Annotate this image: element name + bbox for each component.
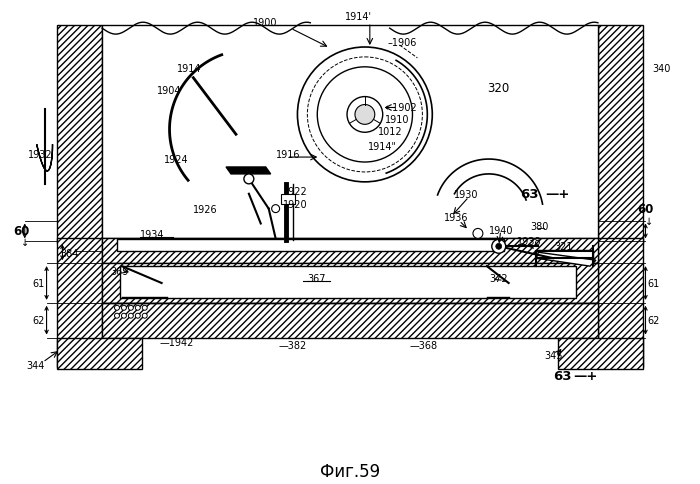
- Text: 1910: 1910: [385, 115, 410, 125]
- Text: 1936: 1936: [444, 212, 469, 222]
- Bar: [558, 338, 643, 369]
- Text: Фиг.59: Фиг.59: [320, 462, 380, 481]
- Bar: [598, 26, 643, 244]
- Circle shape: [492, 240, 505, 254]
- Text: —+: —+: [545, 188, 570, 201]
- Bar: [281, 195, 295, 204]
- Text: 344: 344: [27, 361, 45, 371]
- Bar: [57, 239, 102, 367]
- Text: 380: 380: [531, 222, 549, 232]
- Text: 1900: 1900: [253, 18, 277, 28]
- Circle shape: [473, 229, 483, 239]
- Bar: [102, 303, 598, 338]
- Text: ←1902: ←1902: [385, 103, 417, 113]
- Text: 1916: 1916: [276, 150, 300, 160]
- Text: 340: 340: [652, 64, 671, 74]
- Text: 62: 62: [648, 315, 660, 325]
- Text: 1938: 1938: [517, 237, 541, 247]
- Circle shape: [142, 314, 147, 318]
- Text: 1926: 1926: [193, 204, 218, 214]
- Text: ↓: ↓: [21, 238, 29, 248]
- Polygon shape: [226, 167, 271, 175]
- Bar: [598, 239, 643, 367]
- Circle shape: [121, 306, 127, 311]
- Circle shape: [355, 106, 374, 125]
- Text: 1922: 1922: [283, 186, 307, 197]
- Text: ↓: ↓: [645, 216, 654, 226]
- Text: 1904: 1904: [157, 86, 181, 95]
- Text: 384: 384: [60, 249, 79, 259]
- Polygon shape: [536, 253, 596, 267]
- Text: 1920: 1920: [283, 199, 307, 209]
- Bar: [117, 240, 504, 252]
- Circle shape: [135, 314, 140, 318]
- Circle shape: [128, 306, 133, 311]
- Bar: [102, 26, 598, 239]
- Text: –1906: –1906: [388, 38, 417, 48]
- Text: 61: 61: [648, 278, 659, 288]
- Text: 60: 60: [638, 203, 654, 216]
- Circle shape: [115, 314, 120, 318]
- Text: 372: 372: [489, 273, 508, 284]
- Circle shape: [347, 97, 383, 133]
- Text: 63: 63: [521, 188, 539, 201]
- Circle shape: [135, 306, 140, 311]
- Bar: [102, 264, 598, 303]
- Circle shape: [115, 306, 120, 311]
- Text: —1942: —1942: [160, 338, 194, 348]
- Text: 1940: 1940: [489, 226, 513, 236]
- Bar: [57, 338, 142, 369]
- Bar: [120, 267, 576, 298]
- Text: 345: 345: [545, 350, 563, 361]
- Text: 60: 60: [13, 225, 29, 238]
- Text: —382: —382: [279, 341, 307, 351]
- Text: —368: —368: [410, 341, 438, 351]
- Bar: [57, 26, 102, 244]
- Text: 320: 320: [486, 82, 509, 95]
- Text: 1012: 1012: [378, 127, 402, 137]
- Text: —+: —+: [573, 369, 598, 382]
- Polygon shape: [536, 251, 593, 258]
- Text: 1934: 1934: [140, 230, 164, 240]
- Text: 61: 61: [33, 278, 45, 288]
- Bar: [102, 239, 598, 264]
- Circle shape: [128, 314, 133, 318]
- Circle shape: [272, 205, 279, 213]
- Text: 1924: 1924: [164, 155, 188, 165]
- Circle shape: [142, 306, 147, 311]
- Text: 367: 367: [307, 273, 326, 284]
- Text: 63: 63: [553, 369, 572, 382]
- Text: 1914: 1914: [176, 64, 201, 74]
- Circle shape: [121, 314, 127, 318]
- Polygon shape: [36, 145, 52, 171]
- Text: 369: 369: [110, 267, 128, 276]
- Text: 1932: 1932: [28, 150, 52, 160]
- Text: 1930: 1930: [454, 189, 479, 199]
- Circle shape: [496, 244, 502, 250]
- Text: 62: 62: [33, 315, 45, 325]
- Text: 1914': 1914': [345, 12, 372, 22]
- Text: 1914": 1914": [368, 142, 397, 152]
- Text: 321: 321: [554, 242, 573, 252]
- Circle shape: [244, 175, 254, 184]
